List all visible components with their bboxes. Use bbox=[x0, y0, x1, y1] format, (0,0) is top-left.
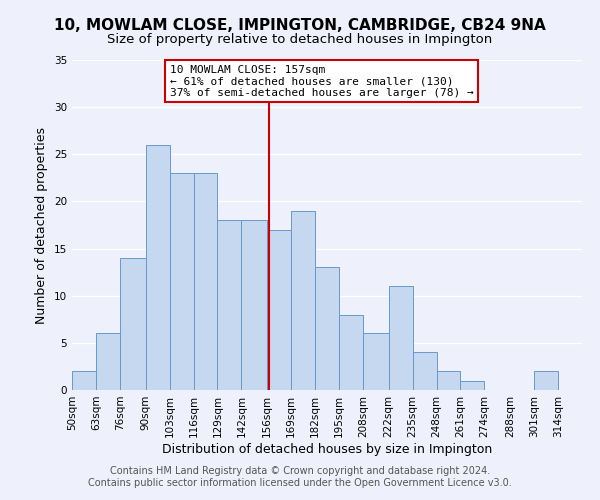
Text: Size of property relative to detached houses in Impington: Size of property relative to detached ho… bbox=[107, 32, 493, 46]
Bar bbox=[339, 314, 363, 390]
Bar bbox=[534, 371, 558, 390]
Bar bbox=[413, 352, 437, 390]
Bar bbox=[363, 334, 389, 390]
Y-axis label: Number of detached properties: Number of detached properties bbox=[35, 126, 49, 324]
Bar bbox=[291, 211, 315, 390]
Bar bbox=[241, 220, 267, 390]
Bar bbox=[120, 258, 146, 390]
X-axis label: Distribution of detached houses by size in Impington: Distribution of detached houses by size … bbox=[162, 442, 492, 456]
Text: Contains HM Land Registry data © Crown copyright and database right 2024.
Contai: Contains HM Land Registry data © Crown c… bbox=[88, 466, 512, 487]
Bar bbox=[217, 220, 241, 390]
Bar bbox=[146, 145, 170, 390]
Bar bbox=[389, 286, 413, 390]
Bar bbox=[460, 380, 484, 390]
Bar bbox=[170, 173, 194, 390]
Bar bbox=[315, 268, 339, 390]
Bar bbox=[437, 371, 460, 390]
Text: 10 MOWLAM CLOSE: 157sqm
← 61% of detached houses are smaller (130)
37% of semi-d: 10 MOWLAM CLOSE: 157sqm ← 61% of detache… bbox=[170, 64, 473, 98]
Text: 10, MOWLAM CLOSE, IMPINGTON, CAMBRIDGE, CB24 9NA: 10, MOWLAM CLOSE, IMPINGTON, CAMBRIDGE, … bbox=[54, 18, 546, 32]
Bar bbox=[96, 334, 120, 390]
Bar bbox=[72, 371, 96, 390]
Bar bbox=[194, 173, 217, 390]
Bar bbox=[267, 230, 291, 390]
